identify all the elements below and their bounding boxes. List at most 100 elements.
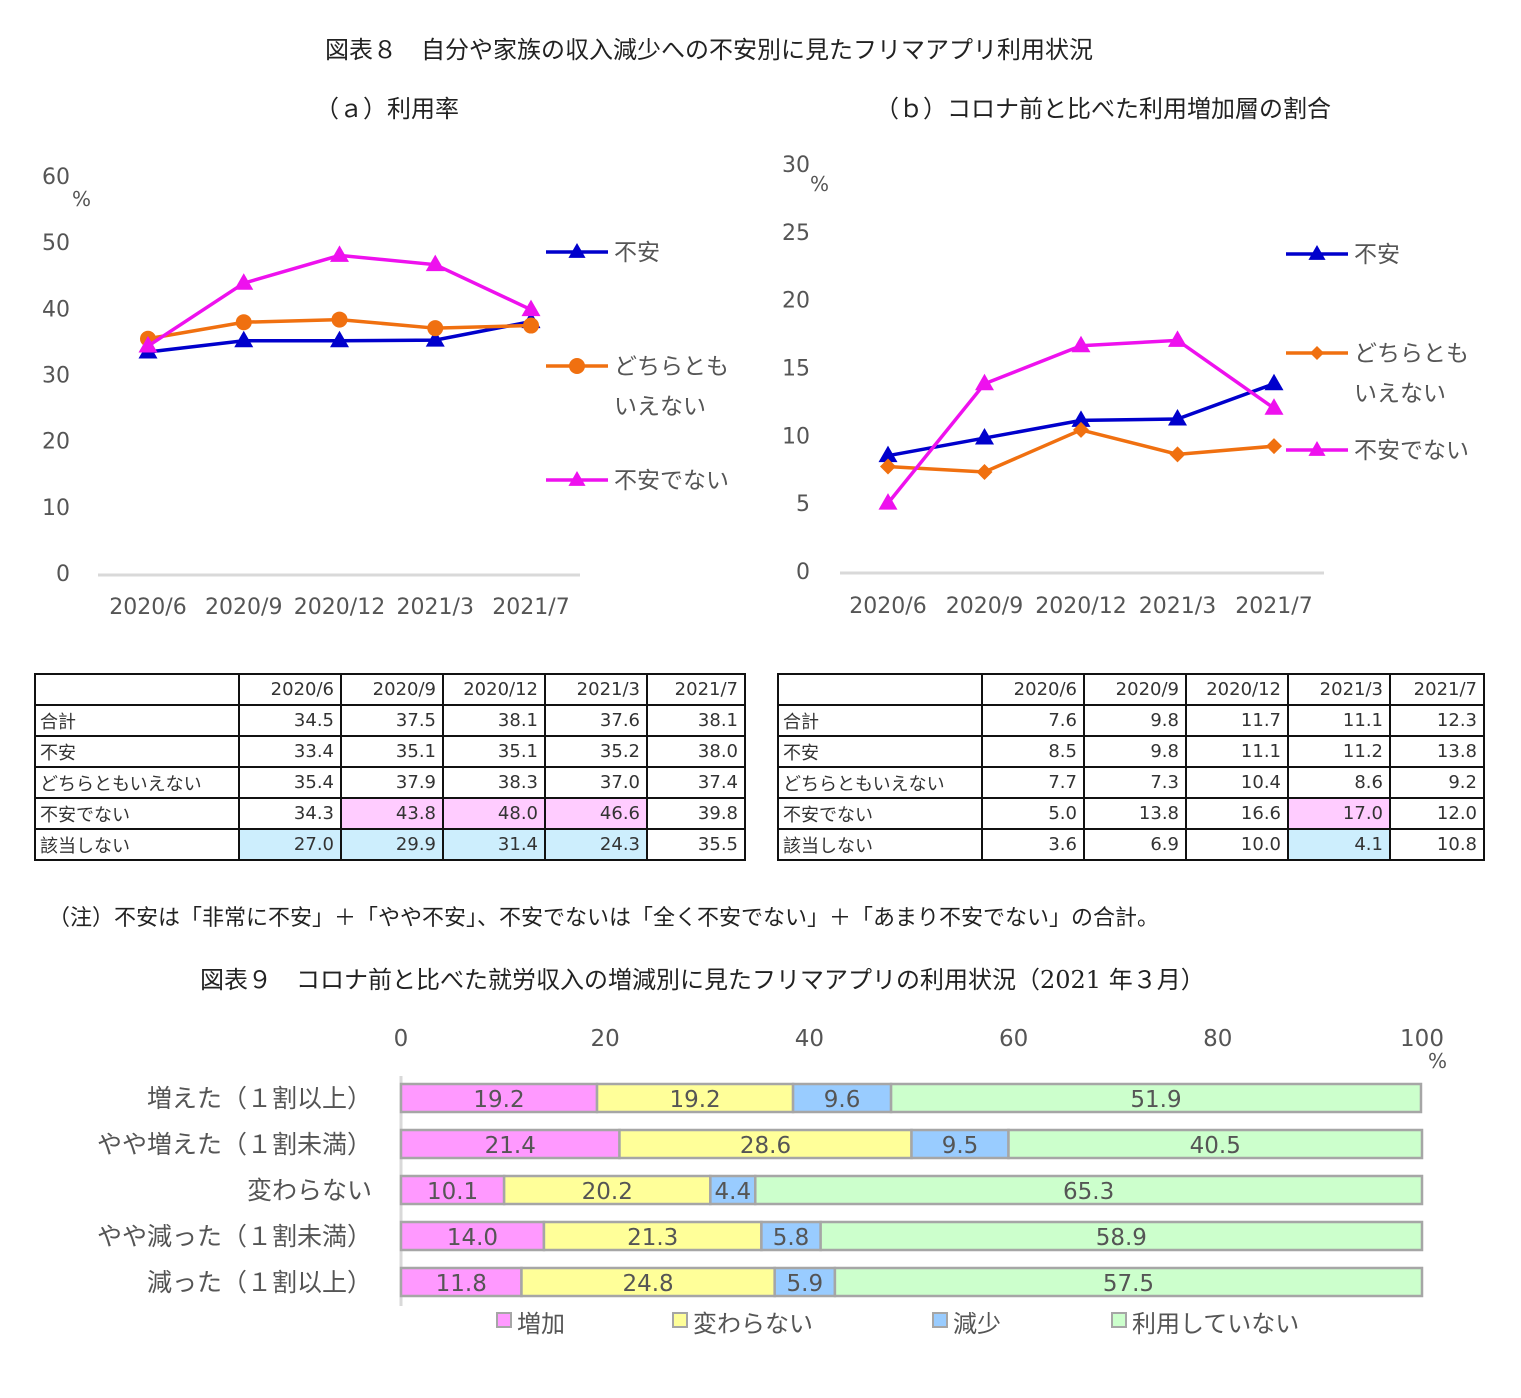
table-row-label: 該当しない	[777, 828, 983, 861]
table-row-label: 合計	[777, 704, 983, 737]
data-point	[1169, 446, 1186, 463]
table-cell: 37.9	[340, 766, 444, 799]
legend-marker	[568, 471, 586, 486]
chart-b: 0 5 10 15 20 25 30% 2020/6 2020/9 2020/12 2021/3 20…	[782, 153, 1469, 619]
fig8-title: 図表８ 自分や家族の収入減少への不安別に見たフリマアプリ利用状況	[325, 36, 1093, 64]
table-header-cell: 2020/6	[238, 673, 342, 706]
data-point	[427, 320, 444, 337]
legend-label-line: いえない	[614, 394, 706, 420]
table-cell: 9.8	[1083, 704, 1187, 737]
x-tick-label: 2021/7	[1235, 594, 1312, 619]
data-point	[1071, 335, 1091, 353]
note: （注）不安は「非常に不安」＋「やや不安」、不安でないは「全く不安でない」＋「あま…	[48, 906, 1160, 931]
table-row: 該当しない 3.6 6.9 10.0 4.1 10.8	[777, 828, 1485, 861]
data-label: 21.4	[485, 1133, 536, 1159]
table-header-row: 2020/6 2020/9 2020/12 2021/3 2021/7	[777, 673, 1485, 706]
table-cell: 9.2	[1389, 766, 1485, 799]
table-row: 不安 8.5 9.8 11.1 11.2 13.8	[777, 735, 1485, 768]
table-a: 2020/6 2020/9 2020/12 2021/3 2021/7 合計 34.5 37.…	[34, 673, 746, 861]
table-header-cell: 2020/12	[1185, 673, 1289, 706]
table-row: どちらともいえない 35.4 37.9 38.3 37.0 37.4	[34, 766, 746, 799]
x-unit-label: %	[1428, 1049, 1447, 1073]
table-row-label: 不安	[777, 735, 983, 768]
data-point	[1073, 421, 1089, 438]
table-cell: 10.8	[1389, 828, 1485, 861]
x-tick-label: 100	[1400, 1026, 1444, 1052]
chart-a-title: （ａ）利用率	[315, 95, 459, 123]
data-label: 9.6	[824, 1087, 861, 1113]
y-tick-label: 20	[782, 289, 810, 314]
table-row: 合計 7.6 9.8 11.7 11.1 12.3	[777, 704, 1485, 737]
data-point	[1071, 410, 1091, 427]
table-cell: 10.0	[1185, 828, 1289, 861]
table-cell: 7.3	[1083, 766, 1187, 799]
x-tick-label: 2020/12	[1035, 594, 1126, 619]
legend-swatch	[672, 1312, 688, 1328]
table-row-label: 不安でない	[34, 797, 240, 830]
x-tick-label: 80	[1203, 1026, 1232, 1052]
table-cell: 31.4	[442, 828, 546, 861]
table-row-label: どちらともいえない	[777, 766, 983, 799]
table-cell: 7.7	[981, 766, 1085, 799]
bar-segment	[754, 1174, 1424, 1206]
y-tick-label: 5	[796, 492, 810, 517]
table-cell: 11.1	[1287, 704, 1391, 737]
data-label: 5.8	[773, 1225, 810, 1251]
legend-label: 利用していない	[1132, 1310, 1299, 1338]
legend-label-line: いえない	[1354, 381, 1446, 407]
y-tick-label: 40	[42, 297, 70, 322]
category-label: 増えた（１割以上）	[147, 1084, 372, 1113]
y-tick-label: 0	[56, 562, 70, 587]
legend-swatch	[1111, 1312, 1127, 1328]
data-point	[234, 330, 254, 348]
data-point	[425, 254, 445, 272]
y-tick-label: 15	[782, 357, 810, 382]
table-cell: 38.1	[646, 704, 746, 737]
bar-segment	[542, 1220, 763, 1252]
legend-label: 増加	[517, 1310, 565, 1338]
table-cell: 34.3	[238, 797, 342, 830]
data-point	[138, 336, 158, 353]
table-header-cell: 2021/3	[544, 673, 648, 706]
table-cell: 12.3	[1389, 704, 1485, 737]
table-cell: 11.2	[1287, 735, 1391, 768]
legend-label-line: 不安でない	[614, 468, 729, 494]
data-point	[975, 428, 994, 445]
x-tick-label: 2020/9	[205, 595, 282, 620]
x-tick-label: 20	[591, 1026, 620, 1052]
table-header-row: 2020/6 2020/9 2020/12 2021/3 2021/7	[34, 673, 746, 706]
x-tick-label: 2021/3	[397, 595, 474, 620]
table-row-label: 該当しない	[34, 828, 240, 861]
data-label: 5.9	[787, 1271, 824, 1297]
data-label: 19.2	[669, 1087, 720, 1113]
table-row: 該当しない 27.0 29.9 31.4 24.3 35.5	[34, 828, 746, 861]
table-cell: 24.3	[544, 828, 648, 861]
bar-segment	[399, 1174, 506, 1206]
category-label: 減った（１割以上）	[147, 1268, 372, 1297]
table-cell: 38.0	[646, 735, 746, 768]
x-tick-label: 60	[999, 1026, 1028, 1052]
table-header-cell	[34, 673, 240, 706]
legend-marker	[1308, 441, 1326, 456]
table-cell: 8.6	[1287, 766, 1391, 799]
data-point	[1264, 373, 1284, 391]
y-tick-label: 30	[782, 153, 810, 178]
legend-label: 不安でない	[1354, 438, 1469, 464]
data-point	[523, 317, 539, 334]
table-cell: 35.1	[340, 735, 444, 768]
bar-segment	[502, 1174, 712, 1206]
data-label: 20.2	[582, 1179, 633, 1205]
table-row-label: 合計	[34, 704, 240, 737]
data-point	[425, 330, 445, 347]
data-label: 9.5	[942, 1133, 979, 1159]
table-header-cell: 2020/6	[981, 673, 1085, 706]
legend-label-line: 不安	[1354, 242, 1400, 268]
table-cell: 17.0	[1287, 797, 1391, 830]
legend-marker	[569, 358, 585, 374]
y-tick-label: 25	[782, 221, 810, 246]
legend-label: 減少	[953, 1310, 1001, 1338]
x-tick-label: 2021/7	[492, 595, 569, 620]
y-tick-label: 20	[42, 430, 70, 455]
x-tick-label: 2021/3	[1139, 594, 1216, 619]
